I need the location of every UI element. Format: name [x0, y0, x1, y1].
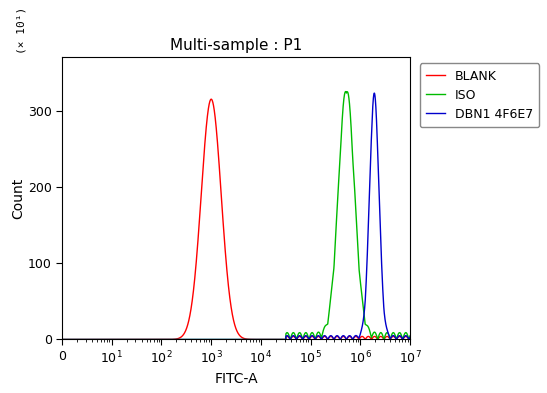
BLANK: [77, 337, 84, 342]
DBN1 4F6E7: [407, 335, 414, 340]
ISO: [150, 337, 156, 342]
Line: ISO: ISO: [62, 92, 410, 340]
DBN1 4F6E7: [77, 337, 84, 342]
ISO: [197, 337, 203, 342]
Line: DBN1 4F6E7: DBN1 4F6E7: [62, 93, 410, 340]
DBN1 4F6E7: [190, 337, 197, 342]
ISO: [294, 334, 301, 338]
Line: BLANK: BLANK: [62, 99, 410, 340]
ISO: [190, 337, 197, 342]
DBN1 4F6E7: [371, 91, 377, 95]
BLANK: [59, 337, 65, 342]
Legend: BLANK, ISO, DBN1 4F6E7: BLANK, ISO, DBN1 4F6E7: [420, 64, 539, 127]
DBN1 4F6E7: [228, 337, 234, 342]
BLANK: [407, 336, 414, 340]
BLANK: [294, 336, 301, 340]
Title: Multi-sample : P1: Multi-sample : P1: [170, 38, 302, 53]
ISO: [407, 333, 414, 338]
Text: (× 10¹): (× 10¹): [17, 7, 27, 54]
ISO: [77, 337, 84, 342]
Y-axis label: Count: Count: [11, 178, 25, 219]
ISO: [228, 337, 234, 342]
BLANK: [228, 301, 234, 306]
BLANK: [208, 97, 214, 101]
X-axis label: FITC-A: FITC-A: [214, 372, 258, 386]
BLANK: [190, 288, 197, 293]
DBN1 4F6E7: [150, 337, 156, 342]
DBN1 4F6E7: [294, 335, 301, 340]
DBN1 4F6E7: [59, 337, 65, 342]
BLANK: [197, 204, 203, 209]
BLANK: [150, 337, 156, 342]
ISO: [342, 89, 349, 94]
DBN1 4F6E7: [197, 337, 203, 342]
ISO: [59, 337, 65, 342]
